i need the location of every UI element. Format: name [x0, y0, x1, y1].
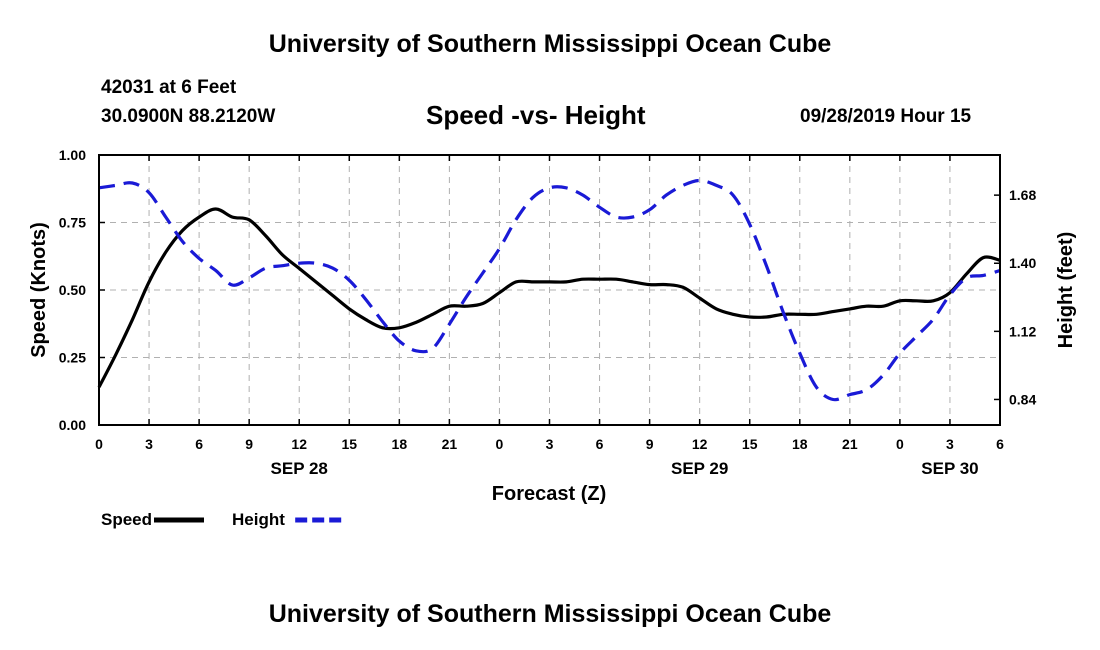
y-axis-left-label: Speed (Knots)	[28, 222, 50, 358]
height-legend-label: Height	[232, 510, 285, 529]
date-label: SEP 29	[671, 459, 728, 478]
x-tick-label: 18	[792, 436, 808, 452]
y-left-tick-label: 0.00	[59, 417, 86, 433]
chart-subtitle: Speed -vs- Height	[426, 100, 646, 130]
legend: Speed Height	[101, 510, 346, 529]
y-right-tick-label: 1.40	[1009, 255, 1036, 271]
speed-series-line	[97, 207, 1001, 388]
x-tick-label: 6	[996, 436, 1004, 452]
coordinates-label: 30.0900N 88.2120W	[101, 106, 276, 127]
x-tick-label: 6	[195, 436, 203, 452]
x-tick-label: 21	[442, 436, 458, 452]
y-right-tick-label: 0.84	[1009, 391, 1036, 407]
x-tick-label: 9	[245, 436, 253, 452]
y-right-tick-label: 1.68	[1009, 187, 1036, 203]
station-label: 42031 at 6 Feet	[101, 77, 237, 98]
y-left-tick-label: 0.50	[59, 282, 86, 298]
date-label: SEP 28	[271, 459, 328, 478]
grid	[99, 155, 1000, 425]
x-tick-label: 18	[392, 436, 408, 452]
x-tick-label: 3	[546, 436, 554, 452]
x-tick-label: 0	[496, 436, 504, 452]
x-tick-label: 21	[842, 436, 858, 452]
bottom-title: University of Southern Mississippi Ocean…	[268, 600, 832, 628]
x-tick-label: 12	[291, 436, 307, 452]
x-tick-label: 0	[896, 436, 904, 452]
speed-legend-label: Speed	[101, 510, 152, 529]
x-tick-label: 0	[95, 436, 103, 452]
x-tick-label: 15	[742, 436, 758, 452]
axes: 0 3 6 9 12 15 18 21 0 3 6 9 12 15 18 21 0 3 6 SEP 28 SEP 29 S…	[59, 147, 1037, 478]
x-tick-label: 15	[341, 436, 357, 452]
x-tick-label: 6	[596, 436, 604, 452]
y-left-tick-label: 1.00	[59, 147, 86, 163]
y-right-tick-label: 1.12	[1009, 323, 1036, 339]
height-series-line	[98, 178, 1001, 402]
x-tick-label: 12	[692, 436, 708, 452]
top-title: University of Southern Mississippi Ocean…	[268, 30, 832, 58]
x-tick-label: 9	[646, 436, 654, 452]
series	[97, 178, 1001, 402]
y-axis-right-label: Height (feet)	[1055, 232, 1077, 349]
x-tick-label: 3	[946, 436, 954, 452]
datetime-label: 09/28/2019 Hour 15	[800, 106, 972, 127]
y-left-tick-label: 0.25	[59, 350, 86, 366]
x-tick-label: 3	[145, 436, 153, 452]
y-left-tick-label: 0.75	[59, 215, 86, 231]
x-axis-label: Forecast (Z)	[492, 483, 606, 505]
date-label: SEP 30	[921, 459, 978, 478]
